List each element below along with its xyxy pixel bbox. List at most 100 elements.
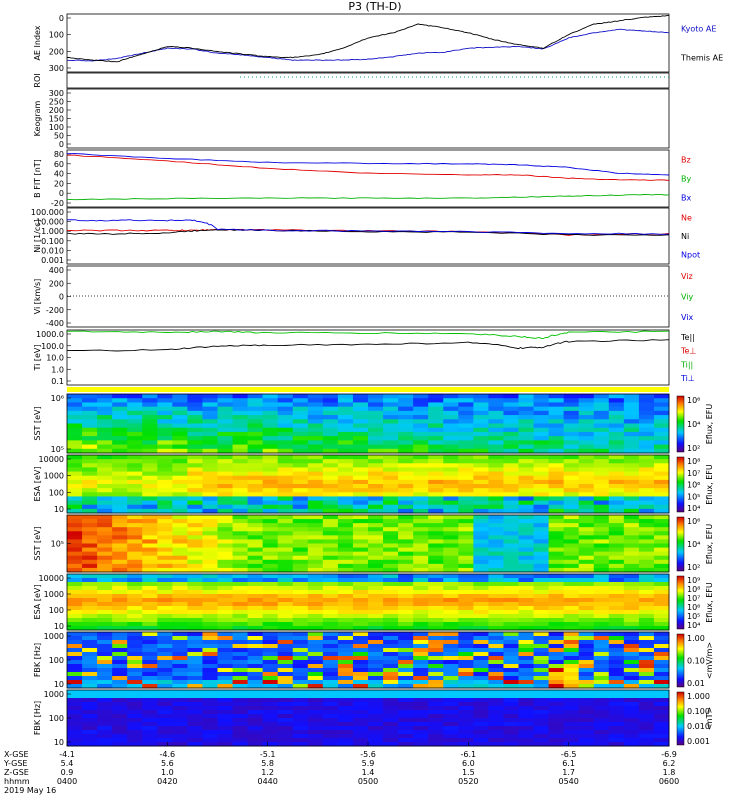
spectrogram-cell [352, 644, 369, 649]
spectrogram-cell [157, 734, 173, 739]
spectrogram-cell [112, 488, 128, 493]
colorbar-scale [676, 575, 685, 630]
spectrogram-cell [277, 618, 294, 623]
spectrogram-cell [352, 527, 369, 532]
spectrogram-cell [578, 578, 595, 583]
spectrogram-cell [322, 406, 339, 412]
spectrogram-cell [368, 547, 384, 553]
spectrogram-cell [307, 531, 324, 536]
z-gse-tick-label: 1.2 [261, 768, 274, 777]
spectrogram-cell [578, 515, 595, 520]
spectrogram-cell [112, 563, 128, 569]
spectrogram-cell [638, 471, 655, 477]
spectrogram-cell [593, 622, 610, 627]
spectrogram-cell [488, 594, 504, 599]
spectrogram-cell [187, 594, 203, 599]
spectrogram-cell [578, 500, 595, 506]
spectrogram-cell [112, 626, 128, 631]
spectrogram-cell [337, 614, 354, 619]
spectrogram-cell [172, 531, 188, 536]
spectrogram-cell [653, 496, 670, 502]
panel-ylabel: Keogram [33, 100, 42, 136]
spectrogram-cell [578, 694, 595, 699]
spectrogram-cell [247, 680, 264, 685]
spectrogram-cell [443, 508, 459, 514]
spectrogram-cell [247, 590, 264, 595]
spectrogram-cell [262, 463, 279, 468]
spectrogram-cell [428, 419, 444, 424]
spectrogram-cell [593, 680, 610, 685]
spectrogram-cell [458, 626, 474, 631]
spectrogram-cell [322, 436, 339, 441]
spectrogram-cell [307, 515, 324, 520]
spectrogram-cell [383, 622, 399, 627]
spectrogram-cell [638, 455, 655, 460]
spectrogram-cell [142, 394, 158, 399]
spectrogram-cell [322, 598, 339, 603]
spectrogram-cell [277, 676, 294, 681]
spectrogram-cell [413, 648, 429, 653]
spectrogram-cell [112, 590, 128, 595]
spectrogram-cell [142, 742, 158, 747]
spectrogram-cell [563, 574, 580, 579]
spectrogram-cell [247, 475, 264, 481]
spectrogram-cell [563, 410, 580, 416]
spectrogram-cell [202, 656, 218, 661]
spectrogram-cell [322, 710, 339, 715]
spectrogram-cell [292, 668, 309, 673]
spectrogram-cell [458, 431, 474, 437]
spectrogram-cell [202, 742, 218, 747]
spectrogram-cell [202, 419, 218, 424]
spectrogram-cell [172, 698, 188, 703]
spectrogram-cell [187, 622, 203, 627]
spectrogram-cell [578, 618, 595, 623]
spectrogram-cell [458, 455, 474, 460]
spectrogram-cell [383, 563, 399, 569]
spectrogram-cell [247, 640, 264, 645]
spectrogram-cell [428, 738, 444, 743]
spectrogram-cell [247, 614, 264, 619]
spectrogram-cell [337, 676, 354, 681]
spectrogram-cell [563, 459, 580, 464]
spectrogram-cell [563, 648, 580, 653]
spectrogram-cell [368, 539, 384, 544]
panel-ylabel: SST [eV] [33, 406, 42, 440]
spectrogram-cell [428, 710, 444, 715]
spectrogram-cell [563, 543, 580, 549]
spectrogram-cell [277, 471, 294, 477]
colorbar-tick-label: 10² [687, 563, 700, 572]
spectrogram-cell [67, 406, 83, 412]
spectrogram-cell [623, 455, 640, 460]
spectrogram-cell [157, 668, 173, 673]
spectrogram-cell [608, 694, 625, 699]
spectrogram-cell [638, 582, 655, 587]
spectrogram-cell [307, 594, 324, 599]
spectrogram-cell [307, 738, 324, 743]
spectrogram-cell [428, 722, 444, 727]
spectrogram-cell [428, 636, 444, 641]
spectrogram-cell [127, 559, 143, 565]
spectrogram-cell [112, 672, 128, 677]
spectrogram-cell [458, 606, 474, 611]
spectrogram-cell [488, 644, 504, 649]
spectrogram-cell [292, 488, 309, 493]
spectrogram-cell [322, 527, 339, 532]
spectrogram-cell [623, 618, 640, 623]
spectrogram-cell [112, 714, 128, 719]
spectrogram-cell [473, 448, 489, 454]
spectrogram-cell [533, 606, 550, 611]
spectrogram-cell [638, 598, 655, 603]
panel-frame [66, 149, 670, 208]
spectrogram-cell [172, 459, 188, 464]
spectrogram-cell [187, 444, 203, 450]
spectrogram-cell [533, 484, 550, 489]
spectrogram-cell [232, 578, 249, 583]
spectrogram-cell [608, 504, 625, 510]
spectrogram-cell [157, 410, 173, 416]
y-tick-label: 250 [49, 98, 64, 107]
spectrogram-cell [458, 496, 474, 502]
spectrogram-cell [322, 684, 339, 689]
spectrogram-cell [262, 714, 279, 719]
spectrogram-cell [262, 423, 279, 429]
spectrogram-cell [202, 455, 218, 460]
